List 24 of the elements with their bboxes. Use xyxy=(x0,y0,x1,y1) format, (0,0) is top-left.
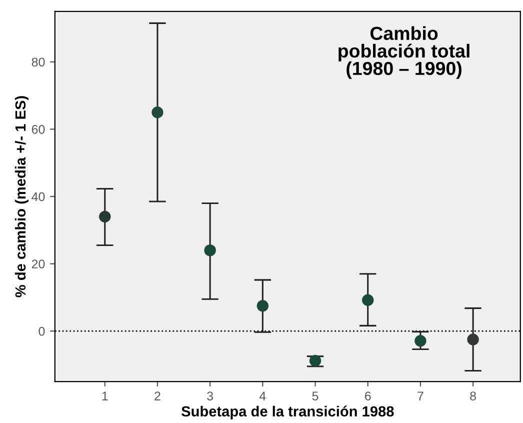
y-tick-label: 60 xyxy=(32,124,45,134)
text: Cambio población total (1980 – 1990) xyxy=(338,26,470,79)
point xyxy=(362,294,374,306)
point xyxy=(204,244,216,256)
point xyxy=(309,354,322,367)
x-tick-label: 7 xyxy=(418,392,424,400)
x-tick-label: 1 xyxy=(102,392,108,400)
point xyxy=(99,210,111,223)
point xyxy=(467,334,479,346)
point xyxy=(256,300,269,312)
y-axis-title: % de cambio (media +/- 1 ES) xyxy=(14,96,29,298)
x-tick-label: 4 xyxy=(259,392,266,400)
x-tick-label: 3 xyxy=(207,392,213,400)
x-tick-label: 5 xyxy=(312,392,318,400)
y-tick-label: 20 xyxy=(32,260,45,268)
x-tick-label: 2 xyxy=(154,392,160,400)
x-axis-title: Subetapa de la transición 1988 xyxy=(182,406,394,420)
y-tick-label: 80 xyxy=(32,58,45,67)
y-tick-label: 0 xyxy=(38,326,45,336)
point xyxy=(152,106,164,118)
point xyxy=(414,334,426,347)
x-tick-label: 6 xyxy=(365,392,371,400)
x-tick-label: 8 xyxy=(470,392,476,400)
y-tick-label: 40 xyxy=(32,192,45,202)
